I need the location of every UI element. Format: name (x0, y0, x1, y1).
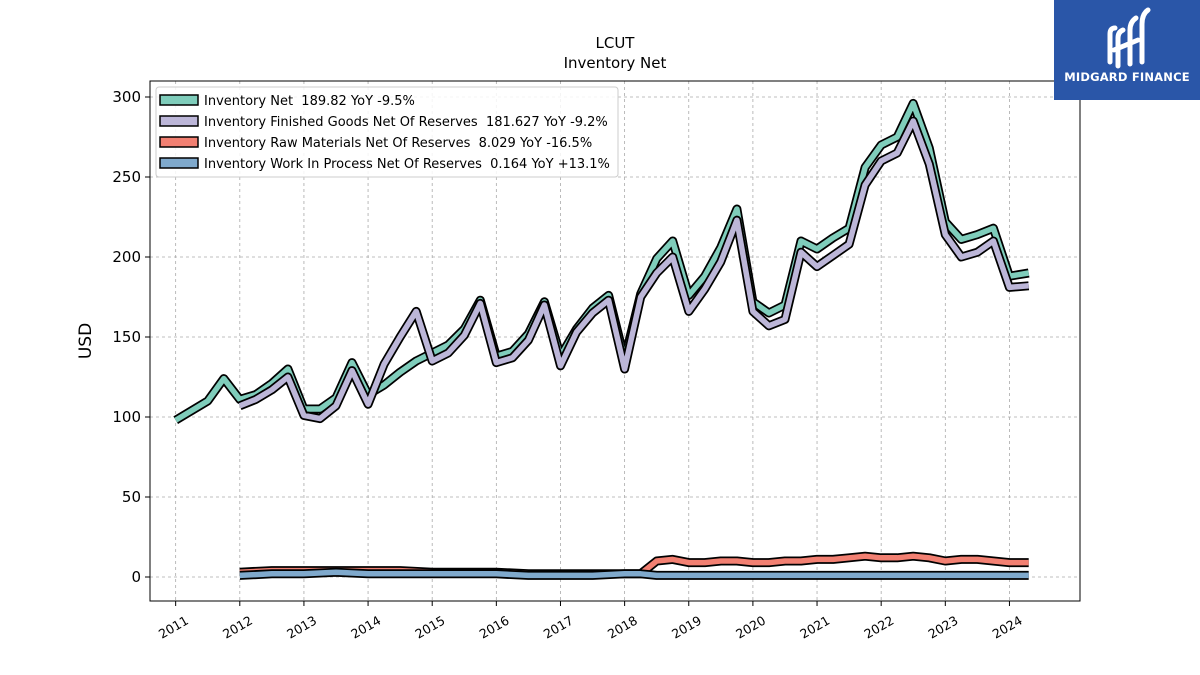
x-tick-label: 2019 (669, 613, 704, 642)
x-tick-label: 2023 (926, 613, 961, 642)
x-tick-label: 2017 (541, 613, 576, 642)
series-line (174, 100, 1030, 423)
midgard-finance-logo: MIDGARD FINANCE (1054, 0, 1200, 100)
x-tick-label: 2018 (605, 613, 640, 642)
y-tick-label: 50 (122, 488, 141, 506)
legend-swatch (159, 115, 199, 127)
y-tick-label: 250 (112, 168, 141, 186)
legend-label: Inventory Net 189.82 YoY -9.5% (204, 94, 415, 109)
x-tick-label: 2014 (348, 613, 383, 642)
y-tick-label: 300 (112, 88, 141, 106)
series-lines (173, 98, 1030, 580)
chart-title: LCUT (596, 34, 636, 52)
legend-swatch (159, 157, 199, 169)
y-tick-label: 0 (131, 568, 141, 586)
series-line (239, 569, 1029, 579)
legend: Inventory Net 189.82 YoY -9.5% Inventory … (155, 86, 619, 178)
x-tick-label: 2011 (156, 613, 191, 642)
legend-background (155, 86, 619, 178)
x-tick-label: 2016 (477, 613, 512, 642)
chart-subtitle: Inventory Net (564, 54, 667, 72)
legend-swatch (159, 136, 199, 148)
x-tick-label: 2012 (220, 613, 255, 642)
x-tick-label: 2024 (990, 613, 1025, 642)
x-tick-label: 2013 (284, 613, 319, 642)
y-tick-label: 100 (112, 408, 141, 426)
x-tick-label: 2020 (733, 613, 768, 642)
y-axis-label: USD (76, 323, 96, 359)
x-tick-label: 2021 (797, 613, 832, 642)
legend-label: Inventory Work In Process Net Of Reserve… (204, 157, 610, 172)
legend-label: Inventory Raw Materials Net Of Reserves … (204, 136, 592, 151)
plot-frame (149, 80, 1081, 602)
logo-text: MIDGARD FINANCE (1064, 70, 1190, 84)
y-tick-label: 200 (112, 248, 141, 266)
x-tick-label: 2022 (861, 613, 896, 642)
legend-label: Inventory Finished Goods Net Of Reserves… (204, 115, 608, 130)
legend-swatch (159, 94, 199, 106)
x-tick-label: 2015 (412, 613, 447, 642)
series-line (238, 118, 1029, 422)
y-tick-label: 150 (112, 328, 141, 346)
logo-mark-icon (1107, 7, 1151, 69)
